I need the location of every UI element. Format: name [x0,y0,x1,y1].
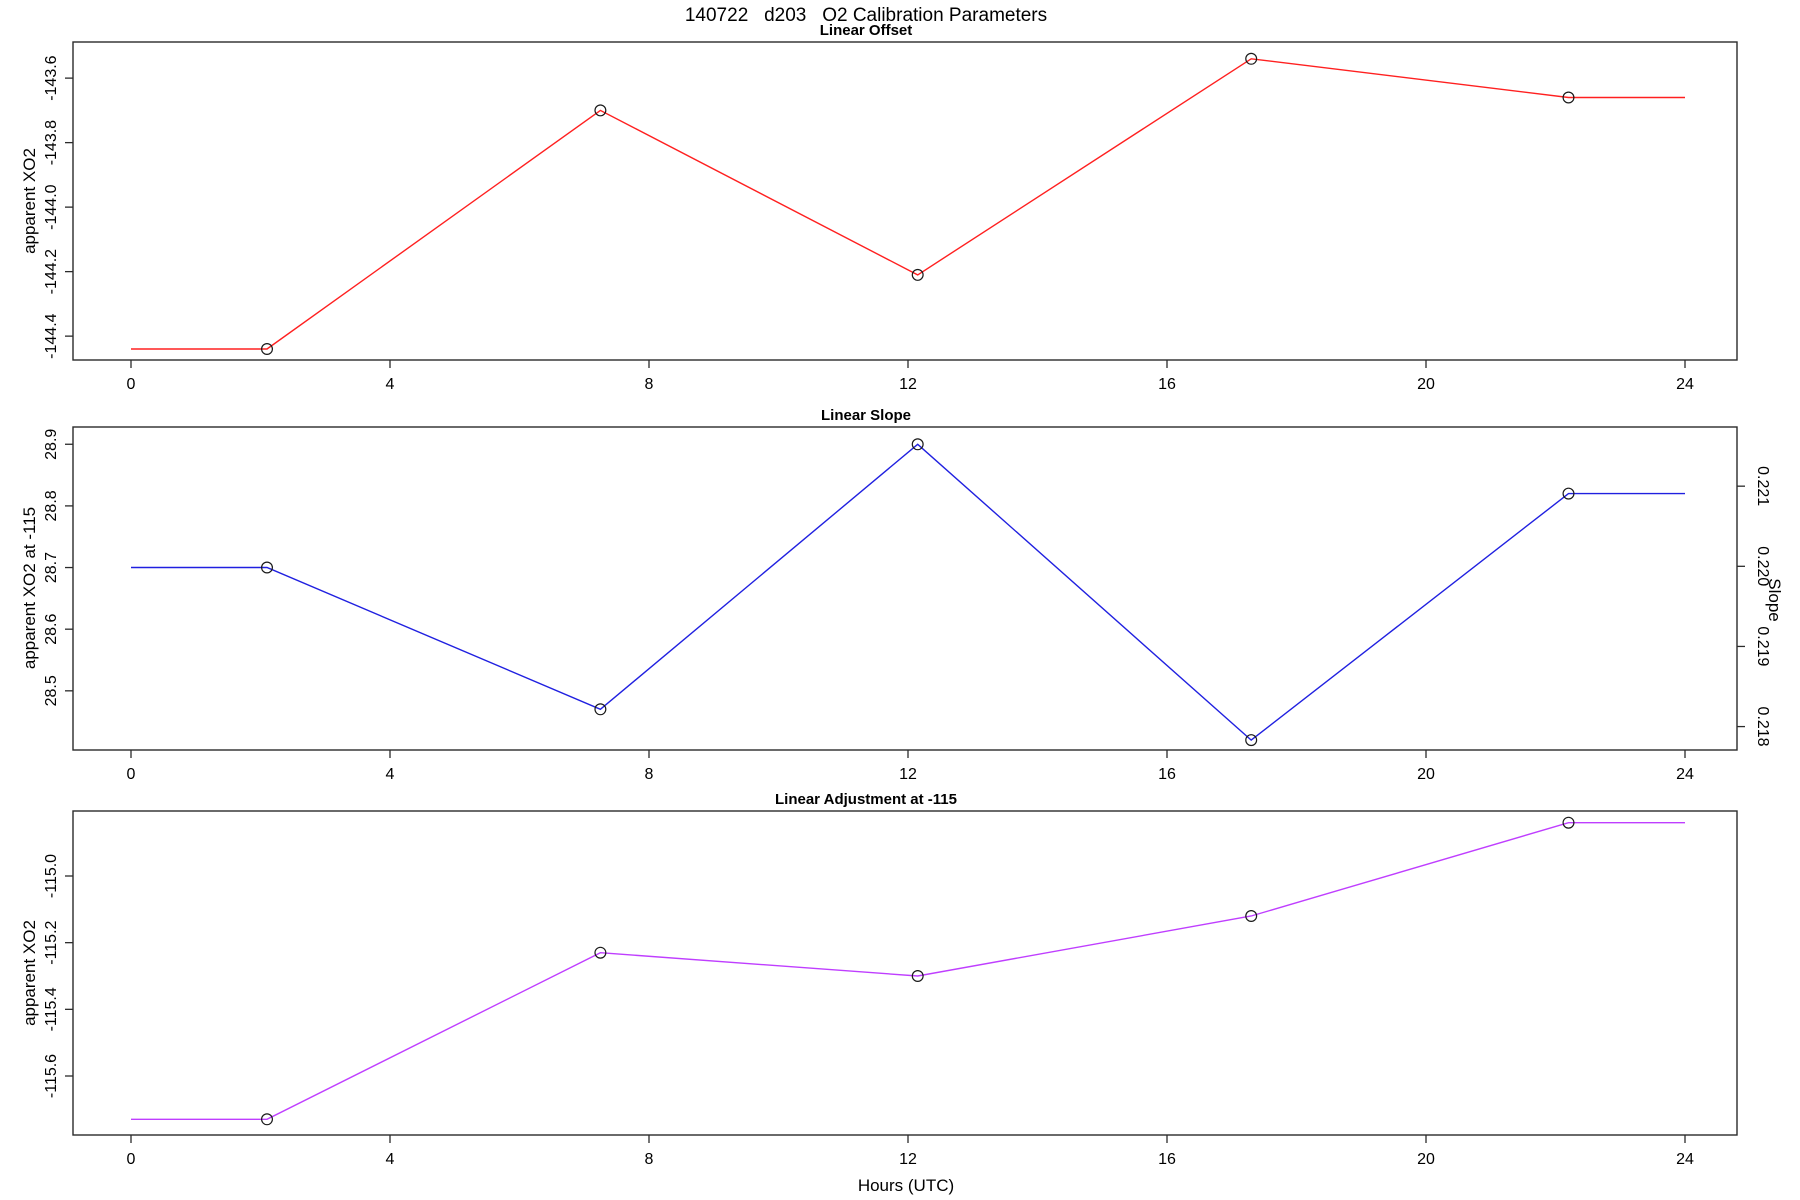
x-tick-label: 4 [386,1151,395,1168]
y-tick-label: -144.2 [43,249,60,294]
y-axis-label-slope-left: apparent XO2 at -115 [20,506,39,670]
plot-box [72,426,1738,751]
y-axis-label-adjustment: apparent XO2 [20,920,39,1026]
y-tick-label: -144.4 [43,313,60,358]
data-point-marker [1562,816,1575,829]
series-line [131,822,1685,1121]
plot-box [72,41,1738,361]
data-point-marker [1245,52,1258,65]
data-point-marker [261,561,274,574]
x-tick-label: 4 [386,376,395,393]
x-tick-label: 24 [1676,766,1694,783]
data-point-marker [911,268,924,281]
x-tick-label: 8 [645,1151,654,1168]
x-tick-label: 24 [1676,1151,1694,1168]
y-tick-label: -115.0 [43,854,60,898]
y-tick-label: 28.9 [43,429,60,460]
y-tick-label: -115.4 [43,987,60,1031]
x-tick-label: 8 [645,376,654,393]
panel-title-linear-slope: Linear Slope [820,407,912,424]
data-point-marker [1562,91,1575,104]
y-axis-label-offset: apparent XO2 [20,148,39,254]
x-tick-label: 12 [899,766,917,783]
panel-title-linear-offset: Linear Offset [819,22,913,39]
x-axis-label: Hours (UTC) [857,1176,955,1195]
x-tick-label: 12 [899,1151,917,1168]
plot-box [72,810,1738,1136]
y-tick-label: 28.5 [43,675,60,706]
series-line [131,443,1685,742]
x-tick-label: 0 [127,766,136,783]
y-tick-label: -143.8 [43,120,60,165]
y-tick-label: -115.2 [43,920,60,964]
data-point-marker [594,104,607,117]
x-tick-label: 20 [1417,376,1435,393]
data-point-marker [911,438,924,451]
data-point-marker [594,946,607,959]
x-tick-label: 0 [127,376,136,393]
x-tick-label: 8 [645,766,654,783]
right-y-tick-label: 0.219 [1754,626,1771,666]
data-point-marker [261,343,274,356]
y-tick-label: -144.0 [43,184,60,229]
y-tick-label: -143.6 [43,55,60,100]
x-tick-label: 24 [1676,376,1694,393]
data-point-marker [1562,487,1575,500]
y-tick-label: 28.7 [43,552,60,583]
y-axis-label-slope-right: Slope [1765,578,1784,622]
y-tick-label: 28.8 [43,490,60,521]
right-y-tick-label: 0.221 [1754,466,1771,506]
x-tick-label: 20 [1417,766,1435,783]
x-tick-label: 20 [1417,1151,1435,1168]
data-point-marker [911,969,924,982]
page-title: 140722 d203 O2 Calibration Parameters [684,5,1048,26]
y-tick-label: -115.6 [43,1054,60,1098]
data-point-marker [1245,734,1258,747]
x-tick-label: 4 [386,766,395,783]
data-point-marker [594,703,607,716]
x-tick-label: 12 [899,376,917,393]
series-line [131,58,1685,350]
data-point-marker [1245,909,1258,922]
right-y-tick-label: 0.218 [1754,707,1771,747]
y-tick-label: 28.6 [43,614,60,645]
x-tick-label: 16 [1158,1151,1176,1168]
data-point-marker [261,1113,274,1126]
panel-title-linear-adjustment: Linear Adjustment at -115 [775,791,957,808]
right-y-tick-label: 0.220 [1754,546,1771,586]
x-tick-label: 16 [1158,766,1176,783]
x-tick-label: 0 [127,1151,136,1168]
x-tick-label: 16 [1158,376,1176,393]
